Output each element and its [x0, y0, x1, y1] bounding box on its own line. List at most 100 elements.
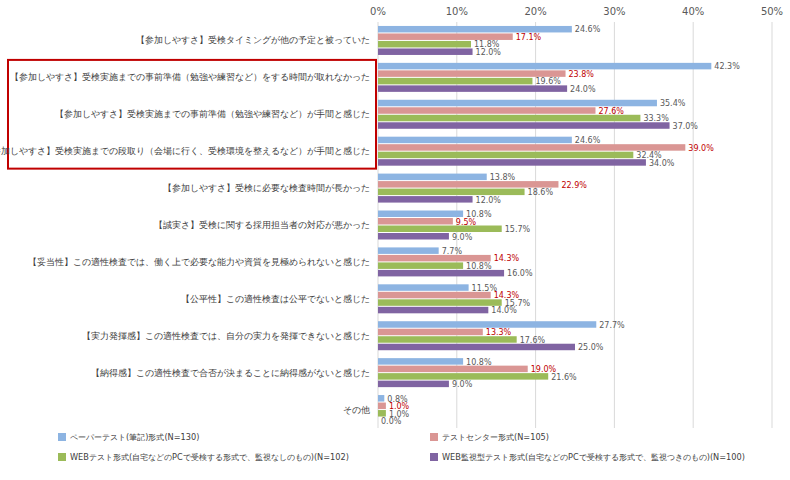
category-label: 【妥当性】この適性検査では、働く上で必要な能力や資質を見極められないと感じた: [28, 257, 370, 267]
grid-line: [772, 22, 773, 428]
tick-label: 10%: [446, 6, 468, 17]
bar: [378, 344, 575, 351]
legend-label: WEB監視型テスト形式(自宅などのPCで受検する形式で、監視つきのもの)(N=1…: [442, 452, 745, 462]
data-label: 16.0%: [507, 269, 533, 278]
bar: [378, 181, 558, 188]
data-label: 23.8%: [569, 70, 595, 79]
data-label: 37.0%: [673, 122, 699, 131]
legend-swatch: [58, 433, 66, 441]
bar: [378, 211, 463, 218]
legend-swatch: [58, 453, 66, 461]
bar: [378, 41, 471, 48]
bar: [378, 262, 463, 269]
bar: [378, 255, 491, 262]
chart: 0% 10% 20% 30% 40% 50% 【参加しやすさ】受検タイミングが他の予定と被っ…: [0, 0, 790, 480]
bar: [378, 174, 487, 181]
tick-label: 20%: [524, 6, 546, 17]
bar: [378, 329, 483, 336]
bar: [378, 63, 711, 69]
category-label: 【公平性】この適性検査は公平でないと感じた: [181, 294, 370, 304]
data-label: 34.0%: [649, 159, 675, 168]
bar: [378, 107, 595, 114]
bar: [378, 100, 657, 107]
data-label: 14.0%: [491, 306, 517, 315]
data-label: 22.9%: [561, 181, 587, 190]
bar: [378, 26, 572, 32]
data-label: 17.1%: [516, 33, 542, 42]
bar: [378, 218, 453, 225]
data-label: 18.6%: [528, 188, 554, 197]
tick-label: 30%: [603, 6, 625, 17]
category-label: その他: [343, 405, 370, 415]
data-label: 21.6%: [551, 373, 577, 382]
category-label: 【参加しやすさ】受検に必要な検査時間が長かった: [163, 183, 370, 193]
bar: [378, 78, 532, 85]
bar: [378, 233, 449, 240]
bar: [378, 403, 386, 410]
grid: 0% 10% 20% 30% 40% 50%: [370, 6, 783, 428]
tick-label: 50%: [761, 6, 783, 17]
data-label: 9.0%: [452, 380, 473, 389]
data-labels: 24.6%42.3%35.4%24.6%13.8%10.8%7.7%11.5%2…: [381, 25, 740, 426]
bar: [378, 366, 528, 373]
legend-swatch: [430, 433, 438, 441]
data-label: 27.6%: [598, 107, 624, 116]
data-label: 7.7%: [442, 247, 463, 256]
data-label: 12.0%: [476, 48, 502, 57]
bar: [378, 307, 488, 314]
data-label: 13.8%: [490, 173, 516, 182]
bar: [378, 418, 379, 425]
legend-label: ペーパーテスト(筆記)形式(N=130): [70, 432, 199, 442]
bar: [378, 48, 473, 55]
data-label: 13.3%: [486, 328, 512, 337]
bar: [378, 381, 449, 388]
data-label: 25.0%: [578, 343, 604, 352]
data-label: 27.7%: [599, 321, 625, 330]
bar: [378, 247, 439, 254]
category-label: 【実力発揮感】この適性検査では、自分の実力を発揮できないと感じた: [82, 331, 370, 341]
legend-label: テストセンター形式(N=105): [442, 432, 549, 442]
grid-line: [614, 22, 615, 428]
data-label: 0.0%: [381, 417, 402, 426]
legend-label: WEBテスト形式(自宅などのPCで受検する形式で、監視なしのもの)(N=102): [70, 452, 349, 462]
bar: [378, 152, 633, 159]
bar: [378, 144, 685, 151]
data-label: 12.0%: [476, 196, 502, 205]
data-label: 10.8%: [466, 358, 492, 367]
data-label: 9.5%: [456, 218, 477, 227]
data-label: 39.0%: [688, 144, 714, 153]
bar: [378, 137, 572, 144]
bar: [378, 358, 463, 365]
tick-label: 40%: [682, 6, 704, 17]
category-label: 【参加しやすさ】受検タイミングが他の予定と被っていた: [136, 35, 370, 45]
legend: ペーパーテスト(筆記)形式(N=130) テストセンター形式(N=105) WEBテ…: [58, 432, 745, 462]
bar: [378, 395, 384, 402]
category-label: 【参加しやすさ】受検実施までの事前準備（勉強や練習など）が手間と感じた: [55, 109, 370, 119]
bar: [378, 189, 525, 196]
bar: [378, 33, 513, 40]
bar: [378, 373, 548, 380]
data-label: 9.0%: [452, 233, 473, 242]
data-label: 24.6%: [575, 136, 601, 145]
bar: [378, 299, 502, 306]
data-label: 14.3%: [494, 254, 520, 263]
data-label: 15.7%: [505, 225, 531, 234]
bar: [378, 70, 566, 77]
bar: [378, 196, 473, 203]
category-label: 【納得感】この適性検査で合否が決まることに納得感がないと感じた: [91, 368, 370, 378]
grid-line: [693, 22, 694, 428]
data-label: 10.8%: [466, 262, 492, 271]
bar: [378, 159, 646, 166]
data-label: 33.3%: [643, 114, 669, 123]
category-label: 【誠実さ】受検に関する採用担当者の対応が悪かった: [154, 220, 370, 230]
bar: [378, 410, 386, 417]
tick-label: 0%: [370, 6, 386, 17]
bar: [378, 226, 502, 233]
data-label: 42.3%: [714, 62, 740, 71]
data-label: 35.4%: [660, 99, 686, 108]
data-label: 19.6%: [535, 77, 561, 86]
legend-swatch: [430, 453, 438, 461]
bar: [378, 284, 469, 291]
data-label: 24.0%: [570, 85, 596, 94]
data-label: 17.6%: [520, 336, 546, 345]
